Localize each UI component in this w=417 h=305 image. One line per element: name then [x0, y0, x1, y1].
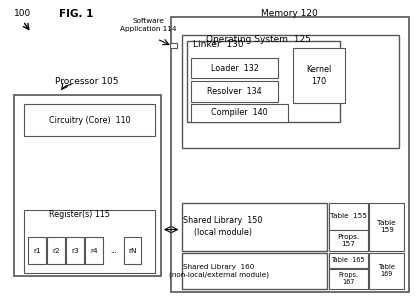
FancyBboxPatch shape [170, 43, 177, 48]
FancyBboxPatch shape [181, 253, 327, 289]
FancyBboxPatch shape [329, 203, 368, 230]
FancyBboxPatch shape [14, 95, 161, 276]
Text: Table
159: Table 159 [377, 220, 396, 233]
Text: r1: r1 [33, 248, 41, 254]
FancyBboxPatch shape [329, 230, 368, 251]
Text: Table
169: Table 169 [378, 264, 395, 278]
FancyBboxPatch shape [66, 237, 84, 264]
FancyBboxPatch shape [181, 203, 327, 251]
FancyBboxPatch shape [329, 269, 368, 289]
FancyBboxPatch shape [329, 253, 368, 268]
Text: Compiler  140: Compiler 140 [211, 108, 268, 117]
FancyBboxPatch shape [123, 237, 141, 264]
FancyBboxPatch shape [24, 104, 155, 136]
FancyBboxPatch shape [191, 103, 289, 122]
Text: Props.
157: Props. 157 [337, 234, 359, 247]
FancyBboxPatch shape [369, 253, 404, 289]
Text: r3: r3 [71, 248, 79, 254]
Text: Props.
167: Props. 167 [338, 272, 358, 285]
Text: ...: ... [110, 248, 117, 254]
FancyBboxPatch shape [369, 203, 404, 251]
FancyBboxPatch shape [294, 48, 345, 103]
Text: Register(s) 115: Register(s) 115 [49, 210, 110, 219]
Text: FIG. 1: FIG. 1 [59, 9, 93, 19]
FancyBboxPatch shape [85, 237, 103, 264]
Text: Resolver  134: Resolver 134 [207, 87, 262, 96]
Text: Linker  130: Linker 130 [193, 40, 244, 49]
Text: Circuitry (Core)  110: Circuitry (Core) 110 [49, 116, 131, 125]
FancyBboxPatch shape [28, 237, 46, 264]
Text: Operating System  125: Operating System 125 [206, 35, 311, 44]
Text: rN: rN [128, 248, 137, 254]
FancyBboxPatch shape [24, 210, 155, 273]
Text: r2: r2 [53, 248, 60, 254]
Text: 100: 100 [14, 9, 31, 18]
Text: Table  155: Table 155 [329, 213, 367, 219]
Text: Table  165: Table 165 [332, 257, 365, 264]
Text: r4: r4 [90, 248, 98, 254]
Text: Shared Library  160
(non-local/external module): Shared Library 160 (non-local/external m… [169, 264, 269, 278]
Text: Kernel
170: Kernel 170 [306, 65, 332, 86]
FancyBboxPatch shape [187, 41, 340, 122]
FancyBboxPatch shape [48, 237, 65, 264]
FancyBboxPatch shape [191, 81, 278, 102]
FancyBboxPatch shape [191, 58, 278, 78]
Text: Loader  132: Loader 132 [211, 64, 259, 73]
Text: Processor 105: Processor 105 [55, 77, 118, 86]
Text: Memory 120: Memory 120 [261, 9, 318, 18]
FancyBboxPatch shape [181, 35, 399, 148]
FancyBboxPatch shape [171, 16, 409, 292]
Text: Shared Library  150
(local module): Shared Library 150 (local module) [183, 217, 263, 237]
Text: Software
Application 114: Software Application 114 [120, 18, 177, 31]
